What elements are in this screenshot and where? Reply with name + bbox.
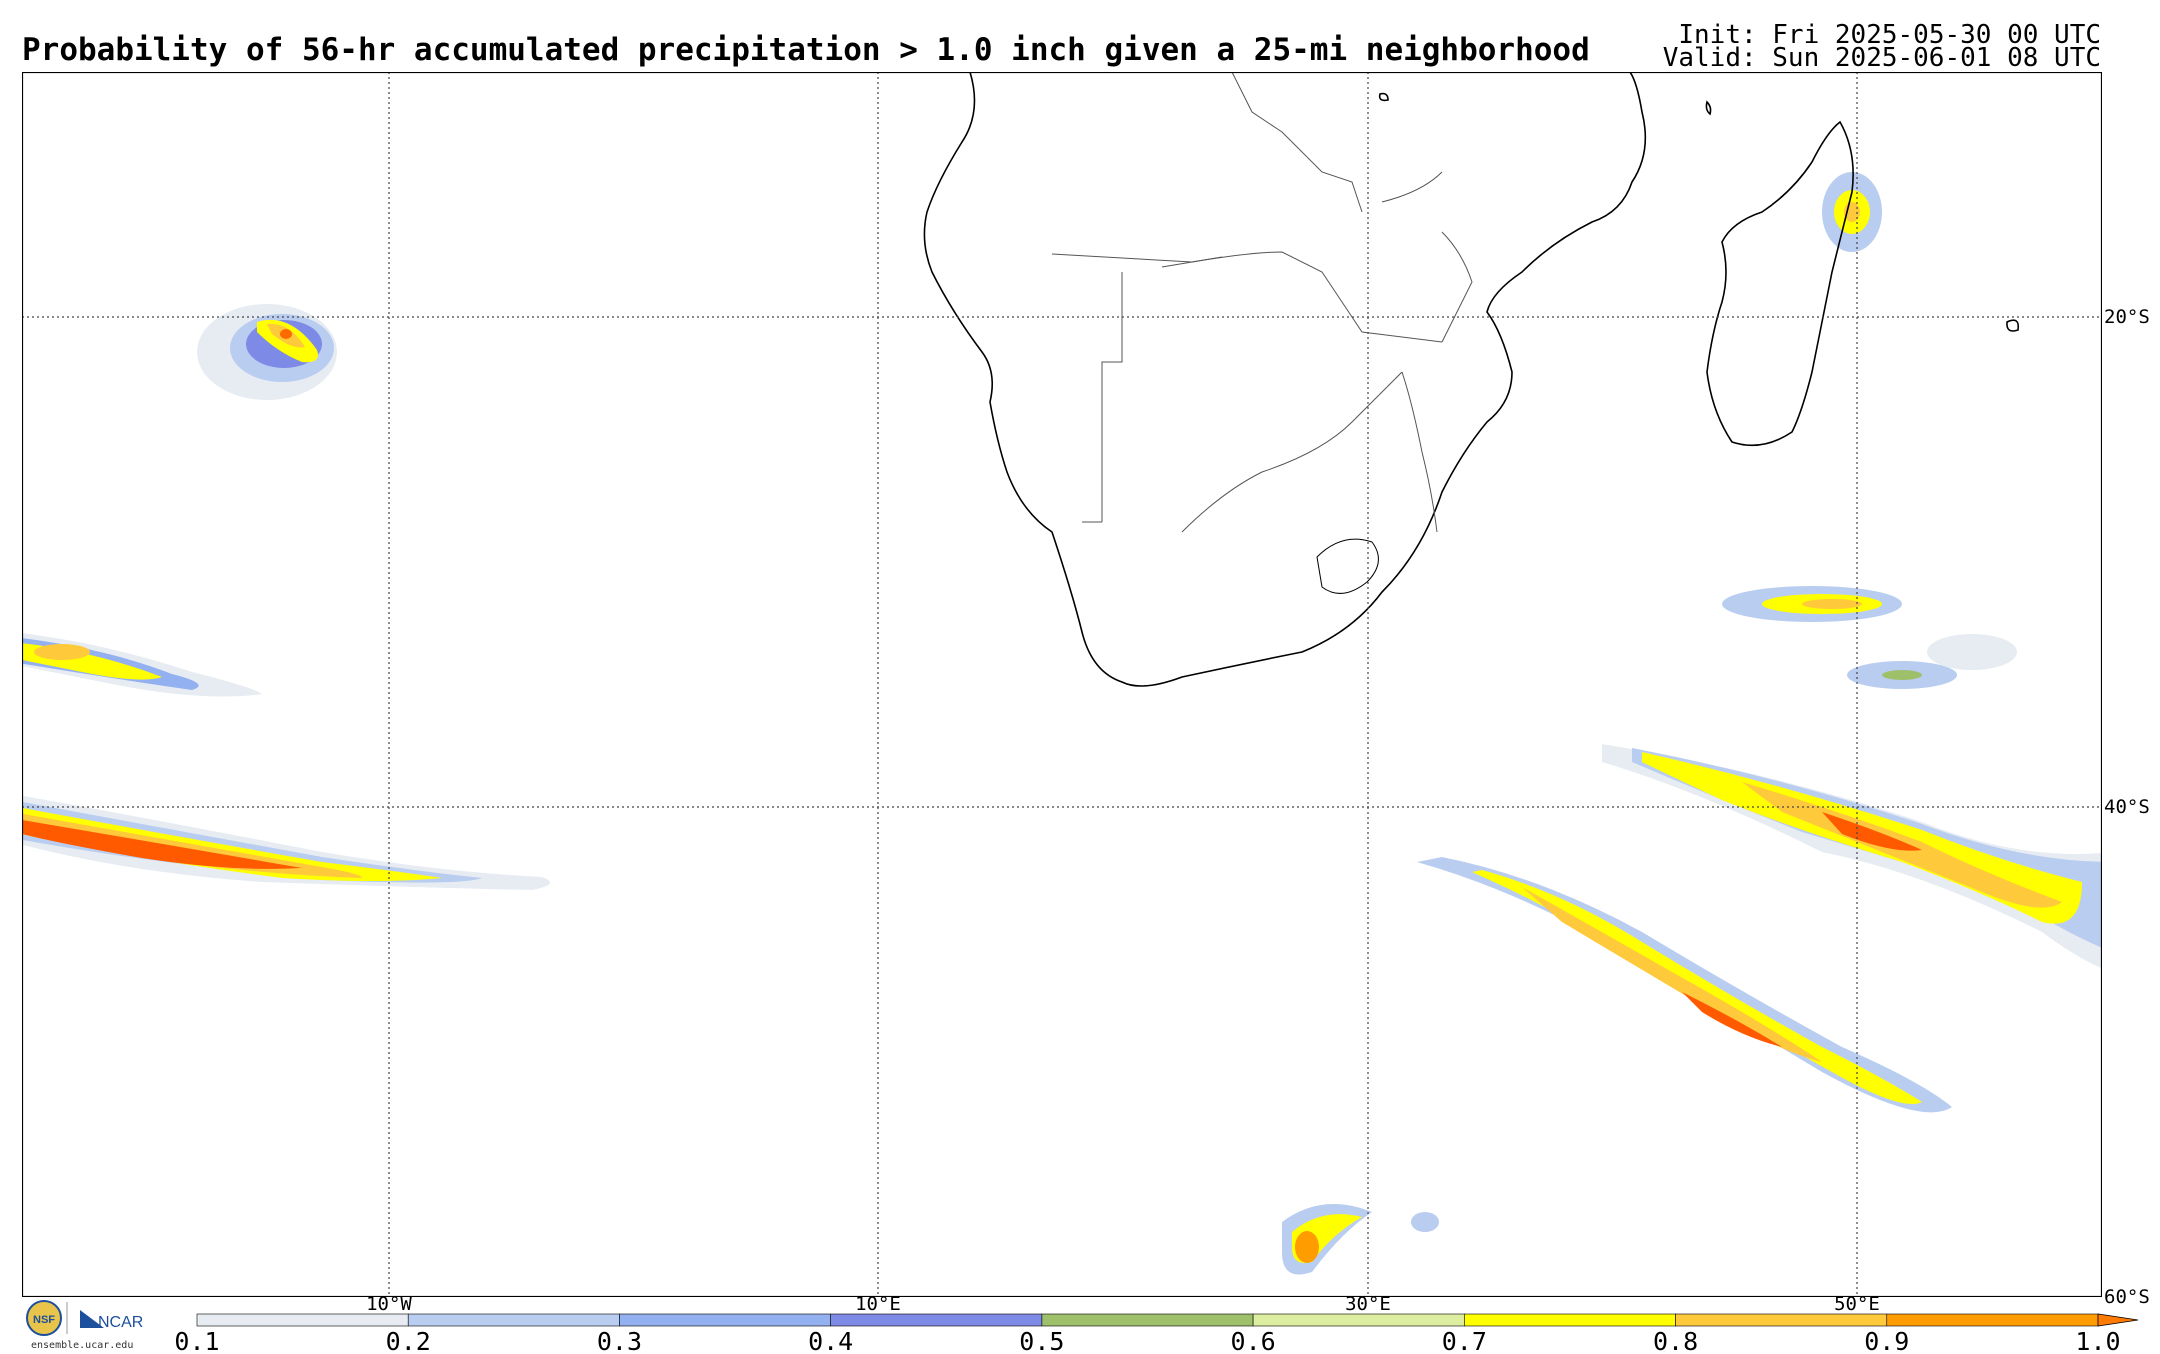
nsf-logo-text: NSF [33, 1314, 55, 1326]
colorbar-swatch [196, 1313, 409, 1327]
country-borders [1051, 72, 1473, 533]
precip-area-atlantic-north [197, 304, 337, 400]
colorbar-tick-label: 0.3 [597, 1327, 642, 1354]
colorbar-tick-label: 0.1 [174, 1327, 219, 1354]
colorbar-tick-label: 0.9 [1864, 1327, 1909, 1354]
colorbar-ticks: 0.1 0.2 0.3 0.4 0.5 0.6 0.7 0.8 0.9 1.0 [174, 1327, 2120, 1354]
madagascar-coastline [1706, 120, 1854, 447]
colorbar-tick-label: 0.6 [1231, 1327, 1276, 1354]
precipitation-map [22, 72, 2102, 1297]
lon-label-50e: 50°E [1834, 1293, 1880, 1315]
colorbar-tick-label: 0.7 [1442, 1327, 1487, 1354]
island-small-3 [1378, 92, 1389, 102]
lat-label-60s: 60°S [2104, 1286, 2150, 1308]
nsf-logo [26, 1300, 62, 1336]
lon-label-10e: 10°E [855, 1293, 901, 1315]
ncar-logo-text: NCAR [98, 1314, 143, 1331]
precip-area-atlantic-band [22, 795, 550, 890]
colorbar-tick-label: 1.0 [2075, 1327, 2120, 1354]
lat-label-20s: 20°S [2104, 306, 2150, 328]
precip-area-indian-band-upper [1602, 744, 2102, 969]
colorbar-tick-label: 0.8 [1653, 1327, 1698, 1354]
colorbar-swatch [1675, 1313, 1888, 1327]
precip-area-indian-band-lower [1417, 857, 1952, 1113]
colorbar-extend-arrow [2097, 1313, 2139, 1327]
ncar-logo-mark [80, 1310, 104, 1328]
map-frame [22, 72, 2102, 1297]
colorbar-swatch [830, 1313, 1043, 1327]
site-url: ensemble.ucar.edu [31, 1340, 134, 1351]
init-time: Init: Fri 2025-05-30 00 UTC [1678, 20, 2101, 50]
colorbar-swatches [196, 1313, 2099, 1327]
precip-field [22, 172, 2102, 1275]
lon-label-10w: 10°W [366, 1293, 412, 1315]
lon-label-30e: 30°E [1345, 1293, 1391, 1315]
lat-label-40s: 40°S [2104, 796, 2150, 818]
africa-coastline [923, 72, 1647, 687]
colorbar-swatch [1252, 1313, 1465, 1327]
lesotho-outline [1316, 538, 1379, 594]
logos: NSF NCAR [26, 1300, 143, 1336]
graticule [22, 72, 2102, 1297]
island-small-1 [2006, 319, 2020, 332]
island-small-2 [1705, 100, 1712, 116]
precip-area-south [1282, 1204, 1439, 1275]
colorbar-swatch [1464, 1313, 1676, 1327]
colorbar-tick-label: 0.2 [386, 1327, 431, 1354]
colorbar-tick-label: 0.4 [808, 1327, 853, 1354]
coastlines [923, 72, 2020, 687]
colorbar-swatch [407, 1313, 620, 1327]
colorbar-swatch [1041, 1313, 1254, 1327]
colorbar-swatch [1886, 1313, 2099, 1327]
map-title: Probability of 56-hr accumulated precipi… [22, 32, 1590, 68]
colorbar-swatch [619, 1313, 831, 1327]
colorbar-tick-label: 0.5 [1019, 1327, 1064, 1354]
precip-area-madagascar [1822, 172, 1882, 252]
valid-time: Valid: Sun 2025-06-01 08 UTC [1662, 43, 2101, 73]
precip-area-atlantic-west [22, 633, 262, 697]
